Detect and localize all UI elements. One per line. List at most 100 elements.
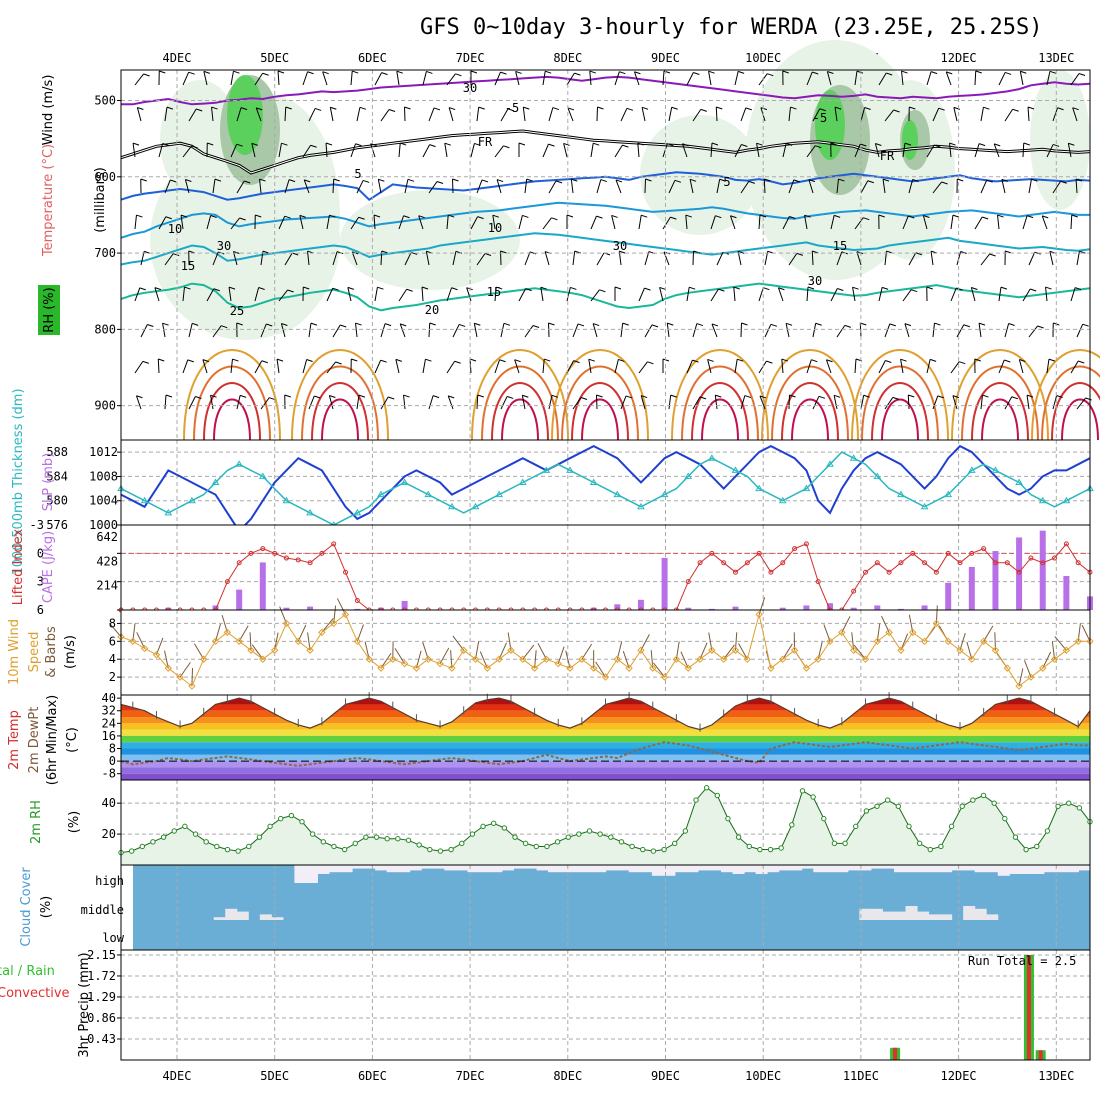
wind-barb-flag <box>306 359 313 362</box>
wind-barb <box>332 251 338 266</box>
wind-barb <box>494 71 501 86</box>
wind-barb-flag <box>696 323 704 327</box>
contour-label: FR <box>478 135 493 149</box>
surface-wind-barb <box>983 625 994 642</box>
cape-bar <box>803 605 810 610</box>
wind-speed-point <box>920 637 929 646</box>
wind-barb <box>1052 180 1062 194</box>
wind-barb <box>860 395 865 410</box>
wind-barb <box>473 323 478 338</box>
wind-barb-flag <box>1045 286 1052 290</box>
wind-barb <box>374 72 383 86</box>
high-cloud-gap <box>686 865 699 873</box>
wind-barb-flag <box>239 217 246 221</box>
surface-wind-barb <box>699 642 708 660</box>
wind-barb <box>373 214 376 230</box>
surface-wind-barb <box>452 635 465 651</box>
high-cloud-gap <box>697 865 711 871</box>
warm-isotherm <box>951 349 1049 441</box>
axis-tick-label: 8 <box>109 616 116 630</box>
wind-barb-flag <box>826 359 833 363</box>
warm-isotherm <box>311 382 369 441</box>
wind-barb <box>878 72 887 86</box>
wind-barb-flag <box>444 142 451 146</box>
wind-barb-flag <box>563 142 570 146</box>
wind-barb-flag <box>1026 215 1034 219</box>
wind-barb <box>668 180 676 194</box>
cape-bar <box>401 600 408 610</box>
top-date-label: 12DEC <box>941 51 977 65</box>
wind-speed-point <box>282 619 291 628</box>
wind-barb <box>640 395 646 410</box>
wind-barb <box>686 287 690 302</box>
wind-barb-flag <box>619 71 626 75</box>
wind-barb-flag <box>789 394 796 398</box>
wind-barb-flag <box>793 179 800 183</box>
wind-barb <box>980 180 988 194</box>
thickness-marker <box>306 508 314 516</box>
high-cloud-gap <box>386 865 399 873</box>
temp-band <box>121 710 1090 718</box>
wind-barbs <box>132 70 1092 410</box>
surface-wind-barb <box>321 618 334 633</box>
wind-barb <box>782 216 790 230</box>
bottom-date-label: 4DEC <box>163 1069 192 1083</box>
wind-barb-flag <box>946 71 953 75</box>
axis-tick-label: 40 <box>102 691 116 705</box>
wind-barb <box>588 359 592 374</box>
wind-barb-flag <box>685 214 692 218</box>
warm-isotherm <box>771 365 849 441</box>
wind-barb-flag <box>619 250 626 254</box>
wind-barb-flag <box>1026 394 1034 398</box>
wind-barb <box>236 395 241 410</box>
wind-barb-flag <box>689 286 696 290</box>
wind-barb <box>998 72 1006 86</box>
wind-barb <box>1067 143 1072 158</box>
rh-point <box>554 839 561 845</box>
rh-point <box>278 815 284 822</box>
wind-barb-flag <box>474 142 481 146</box>
wind-barb-flag <box>682 143 689 147</box>
wind-barb <box>418 215 424 230</box>
wind-barb <box>302 71 309 86</box>
wind-barb <box>132 143 136 158</box>
wind-barb-flag <box>748 180 755 184</box>
thickness-marker <box>566 466 574 473</box>
wind-barb-flag <box>952 395 960 399</box>
thickness-marker <box>684 472 693 479</box>
wind-barb-flag <box>812 71 819 75</box>
wind-barb <box>521 395 526 410</box>
thickness-marker <box>400 478 409 485</box>
wind-barb <box>729 215 736 230</box>
wind-barb <box>540 287 544 302</box>
wind-barb <box>184 179 190 194</box>
high-cloud-gap <box>790 865 803 871</box>
wind-barb <box>681 143 688 158</box>
wind-barb-flag <box>882 178 890 182</box>
temp2m-label-2: 2m DewPt <box>27 707 42 774</box>
temp2m-label-1: 2m Temp <box>7 710 22 770</box>
wind-barb <box>764 324 772 338</box>
wind-barb <box>974 143 980 158</box>
high-cloud-gap <box>363 865 376 869</box>
wind-barb-flag <box>477 216 484 220</box>
wind-barb <box>945 71 952 86</box>
wind-barb <box>860 107 866 122</box>
thickness-marker <box>258 472 267 479</box>
wind-barb-flag <box>276 358 284 362</box>
wind-barb <box>1041 215 1048 230</box>
wind-barb-flag <box>448 107 456 111</box>
rh-point <box>959 803 965 809</box>
wind-barb-flag <box>983 106 990 110</box>
wind-barb-flag <box>499 359 506 363</box>
lifted-index-point <box>874 560 880 566</box>
wind-barb <box>974 216 983 230</box>
wind-barb <box>620 395 627 410</box>
surface-wind-barb <box>738 643 748 660</box>
wind-barb <box>542 359 545 374</box>
wind-barb <box>470 216 479 230</box>
wind-barb-flag <box>266 323 273 327</box>
rh-point <box>821 815 827 822</box>
wind-barb-flag <box>625 395 633 399</box>
cape-bar <box>1063 576 1070 610</box>
